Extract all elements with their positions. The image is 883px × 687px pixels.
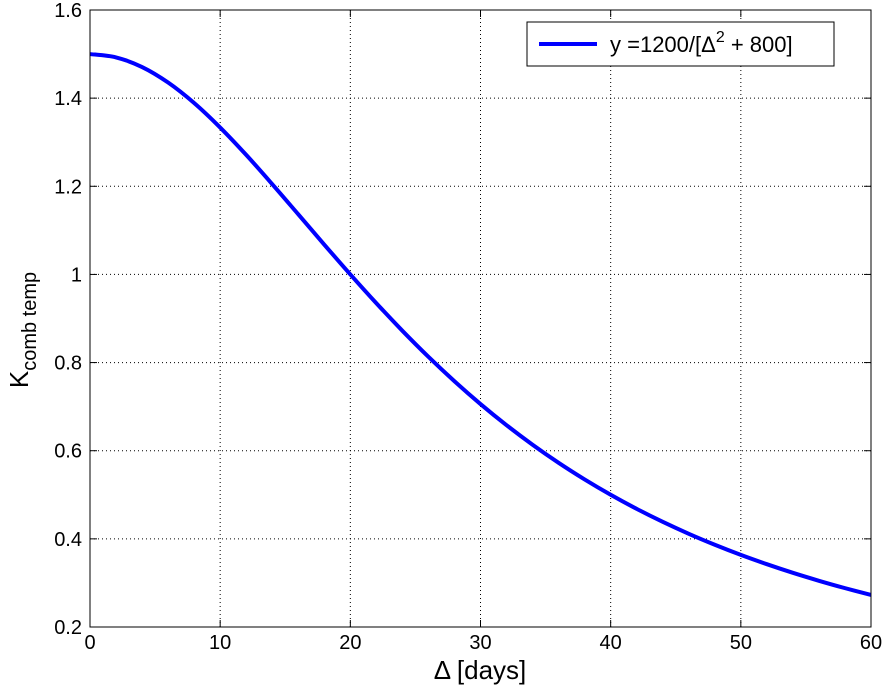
y-tick-label: 1.6 (54, 0, 82, 22)
series-line (89, 52, 872, 597)
series-layer (89, 52, 872, 597)
x-tick-label: 40 (600, 632, 622, 654)
y-tick-label: 1.2 (54, 176, 82, 198)
legend-label-main: y =1200/[Δ (610, 32, 716, 57)
y-tick-labels: 0.2 0.4 0.6 0.8 1 1.2 1.4 1.6 (54, 0, 82, 639)
y-tick-label: 1 (71, 264, 82, 286)
x-tick-label: 20 (339, 632, 361, 654)
grid (90, 10, 871, 627)
y-tick-label: 0.8 (54, 353, 82, 375)
x-tick-label: 50 (730, 632, 752, 654)
legend-entry-label: y =1200/[Δ2 + 800] (610, 29, 793, 57)
legend-label-tail: + 800] (725, 32, 793, 57)
x-tick-label: 10 (209, 632, 231, 654)
y-tick-label: 0.4 (54, 529, 82, 551)
axis-ticks (89, 9, 872, 628)
y-tick-label: 1.4 (54, 88, 82, 110)
x-tick-label: 0 (84, 632, 95, 654)
x-tick-labels: 0 10 20 30 40 50 60 (84, 632, 882, 654)
x-tick-label: 30 (469, 632, 491, 654)
x-axis-label: Δ [days] (434, 655, 527, 685)
y-axis-label-subscript: comb temp (19, 272, 41, 371)
y-axis-label: Kcomb temp (4, 272, 41, 388)
x-tick-label: 60 (860, 632, 882, 654)
legend: y =1200/[Δ2 + 800] (526, 21, 835, 67)
y-tick-label: 0.2 (54, 617, 82, 639)
legend-label-superscript: 2 (716, 29, 725, 46)
y-tick-label: 0.6 (54, 441, 82, 463)
y-axis-label-main: K (4, 370, 34, 388)
